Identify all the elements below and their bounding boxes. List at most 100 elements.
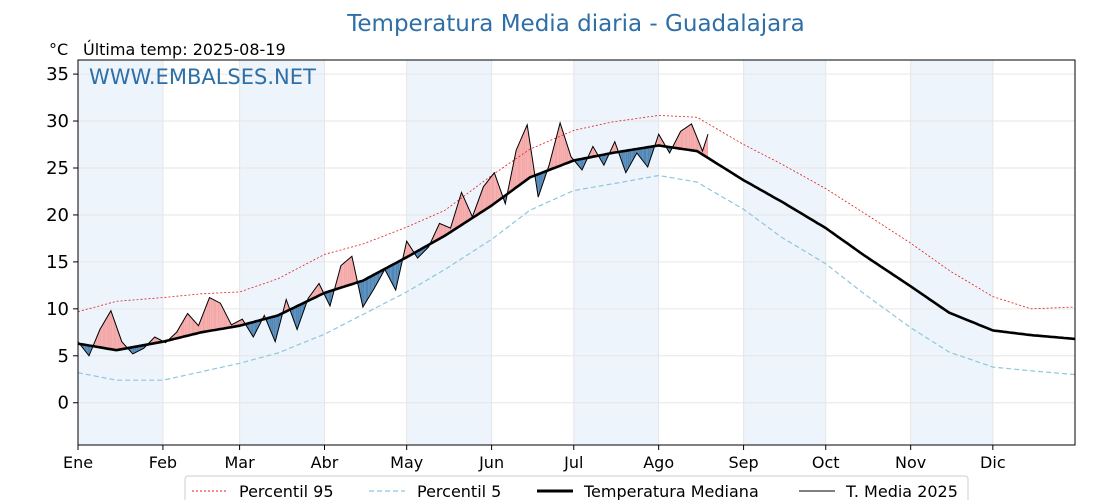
chart-title: Temperatura Media diaria - Guadalajara: [346, 11, 805, 37]
below-median-fill: [579, 159, 581, 169]
above-median-fill: [490, 176, 492, 207]
unit-label: °C: [49, 40, 68, 59]
below-median-fill: [254, 321, 256, 335]
above-median-fill: [117, 330, 120, 350]
below-median-fill: [295, 306, 298, 330]
below-median-fill: [627, 150, 629, 171]
above-median-fill: [686, 126, 688, 150]
month-band: [573, 60, 659, 445]
above-median-fill: [224, 311, 226, 329]
x-tick-label: Oct: [812, 453, 840, 472]
above-median-fill: [486, 181, 488, 210]
above-median-fill: [683, 128, 685, 150]
above-median-fill: [187, 313, 189, 336]
above-median-fill: [488, 178, 491, 208]
above-median-fill: [487, 179, 489, 209]
below-median-fill: [536, 174, 539, 198]
above-median-fill: [349, 257, 351, 285]
above-median-fill: [687, 125, 689, 150]
above-median-fill: [186, 313, 188, 336]
above-median-fill: [465, 201, 467, 223]
x-tick-label: Dic: [980, 453, 1006, 472]
below-median-fill: [395, 262, 398, 291]
series-lines: [77, 114, 1076, 381]
legend-p5-label: Percentil 5: [417, 482, 501, 500]
below-median-fill: [628, 150, 630, 168]
above-median-fill: [458, 196, 461, 227]
above-median-fill: [191, 318, 193, 335]
above-median-fill: [112, 314, 114, 350]
above-median-fill: [590, 149, 592, 158]
above-median-fill: [528, 133, 530, 179]
above-median-fill: [99, 327, 102, 348]
above-median-fill: [195, 322, 198, 334]
above-median-fill: [495, 176, 498, 203]
above-median-fill: [451, 219, 454, 232]
above-median-fill: [180, 322, 183, 338]
below-median-fill: [87, 345, 89, 356]
x-tick-label: Ene: [63, 453, 93, 472]
above-median-fill: [439, 223, 441, 239]
month-band: [910, 60, 993, 445]
above-median-fill: [184, 315, 187, 337]
below-median-fill: [275, 315, 277, 342]
y-axis: 0 5 10 15 20 25 30 35: [46, 64, 78, 414]
above-median-fill: [182, 320, 184, 337]
last-temp-label: Última temp: 2025-08-19: [83, 40, 286, 59]
below-median-fill: [650, 146, 652, 159]
above-median-fill: [212, 299, 214, 331]
above-median-fill: [691, 123, 693, 151]
below-median-fill: [365, 278, 367, 303]
above-median-fill: [457, 201, 459, 228]
above-median-fill: [436, 226, 439, 241]
above-median-fill: [519, 140, 521, 186]
above-median-fill: [469, 210, 471, 220]
above-median-fill: [336, 275, 339, 289]
legend-current-label: T. Media 2025: [845, 482, 958, 500]
x-tick-label: Jul: [563, 453, 583, 472]
above-median-fill: [657, 134, 659, 146]
x-tick-label: Abr: [311, 453, 339, 472]
above-median-fill: [460, 192, 462, 226]
series-t-media-2025: [77, 121, 709, 357]
below-median-fill: [390, 265, 392, 283]
below-median-fill: [86, 345, 88, 354]
above-median-fill: [688, 124, 691, 151]
below-median-fill: [643, 147, 645, 164]
above-median-fill: [525, 124, 528, 181]
above-median-fill: [343, 262, 346, 287]
plot-area: WWW.EMBALSES.NET: [77, 59, 1076, 446]
below-median-fill: [272, 316, 274, 339]
above-median-fill: [220, 303, 222, 329]
above-median-fill: [565, 139, 567, 164]
series-percentil-5: [77, 174, 1076, 381]
below-median-fill: [398, 260, 400, 278]
above-median-fill: [190, 316, 192, 335]
below-median-fill: [543, 171, 545, 182]
above-median-fill: [560, 122, 562, 166]
below-median-fill: [367, 277, 369, 301]
below-median-fill: [642, 147, 644, 162]
below-median-fill: [372, 274, 374, 292]
above-median-fill: [561, 127, 563, 166]
above-median-fill: [106, 315, 109, 349]
y-tick-label: 35: [46, 64, 69, 85]
above-median-fill: [346, 259, 348, 286]
below-median-fill: [583, 158, 585, 167]
above-median-fill: [317, 283, 319, 297]
above-median-fill: [464, 198, 466, 224]
x-axis: Ene Feb Mar Abr May Jun Jul Ago Sep Oct Nov Dic: [63, 445, 1006, 472]
above-median-fill: [438, 223, 440, 240]
y-tick-label: 25: [46, 158, 69, 179]
above-median-fill: [98, 329, 100, 348]
above-median-fill: [480, 190, 482, 213]
above-median-fill: [347, 258, 350, 286]
above-median-fill: [521, 134, 524, 184]
above-median-fill: [456, 205, 458, 229]
series-percentil-95: [77, 114, 1076, 313]
above-median-fill: [316, 285, 318, 297]
above-median-fill: [494, 172, 496, 204]
y-tick-label: 15: [46, 252, 69, 273]
y-tick-label: 0: [58, 393, 69, 414]
above-median-fill: [558, 122, 561, 167]
